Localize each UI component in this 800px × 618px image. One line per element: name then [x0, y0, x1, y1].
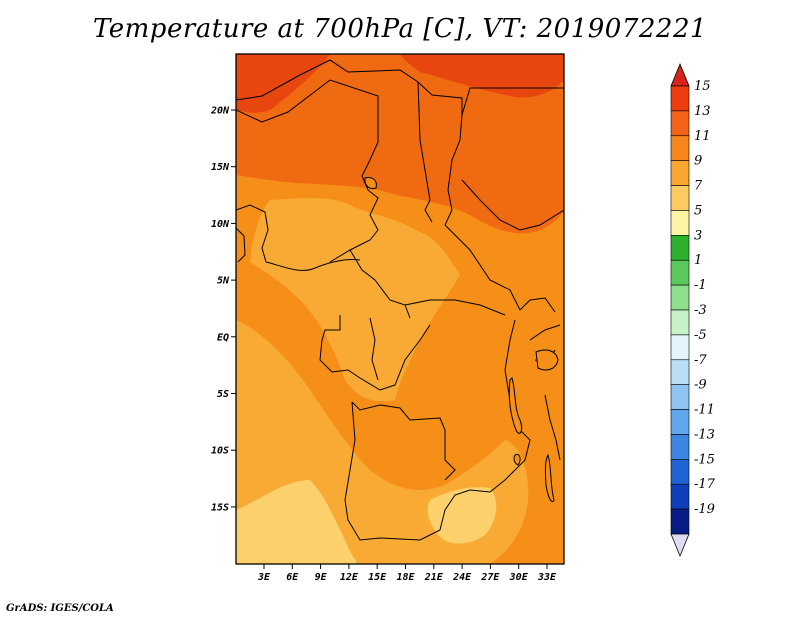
longitude-label: 12E: [340, 572, 359, 583]
colorbar-swatch: [670, 284, 690, 311]
colorbar-swatch: [670, 135, 690, 161]
lakes: [364, 177, 559, 503]
colorbar-swatch: [670, 483, 690, 510]
colorbar-swatch: [670, 160, 690, 186]
temperature-band-13-15: [400, 54, 564, 98]
latitude-label: 15S: [211, 502, 229, 513]
temperature-band-13-15: [236, 54, 330, 113]
longitude-label: 15E: [368, 572, 387, 583]
colorbar-swatch: [670, 334, 690, 361]
longitude-label: 27E: [480, 572, 500, 583]
latitude-label: 5S: [217, 389, 229, 400]
colorbar-label: -9: [694, 378, 707, 393]
colorbar-labels: 15 13 11 9 7 5 3 1 -1 -3 -5 -7 -9 -11 -13 -15 -17 -19: [694, 79, 716, 517]
latitude-label: EQ: [217, 332, 229, 343]
colorbar-swatch: [670, 384, 690, 410]
temperature-band-11-13: [236, 54, 564, 234]
longitude-label: 24E: [452, 572, 472, 583]
colorbar-label: 1: [694, 253, 702, 268]
longitude-label: 30E: [509, 572, 529, 583]
colorbar-swatch: [670, 235, 690, 261]
longitude-label: 3E: [257, 572, 271, 583]
temperature-field: [236, 54, 564, 564]
latitude-label: 5N: [217, 276, 230, 287]
colorbar-label: -17: [694, 477, 716, 492]
colorbar-label: -5: [694, 328, 707, 343]
latitude-label: 20N: [210, 106, 230, 117]
longitude-label: 33E: [537, 572, 557, 583]
longitude-label: 9E: [315, 572, 328, 583]
longitude-label: 21E: [424, 572, 444, 583]
colorbar-label: -19: [694, 502, 715, 517]
colorbar-swatch: [670, 309, 690, 336]
colorbar-label: 3: [694, 228, 702, 243]
lake-mweru: [513, 453, 521, 466]
lake-chad: [364, 177, 377, 189]
colorbar-label: 5: [694, 203, 702, 218]
colorbar-swatch: [670, 359, 690, 385]
map-frame: [235, 53, 565, 565]
colorbar-label: -3: [694, 303, 707, 318]
longitude-label: 18E: [396, 572, 415, 583]
colorbar-swatch: [670, 110, 690, 137]
colorbar-boxes: [670, 85, 690, 535]
colorbar-swatch: [670, 259, 690, 286]
grads-credit: GrADS: IGES/COLA: [6, 603, 114, 614]
latitude-label: 15N: [211, 162, 230, 173]
longitude-labels: 3E 6E 9E 12E 15E 18E 21E 24E 27E 30E 33E: [257, 572, 557, 583]
colorbar: 15 13 11 9 7 5 3 1 -1 -3 -5 -7 -9 -11 -13 -15 -17 -19: [670, 62, 716, 558]
country-borders: [236, 59, 564, 541]
colorbar-label: 9: [694, 154, 702, 169]
colorbar-bottom-arrow: [670, 533, 690, 558]
colorbar-label: 13: [694, 104, 711, 119]
colorbar-label: -7: [694, 353, 707, 368]
colorbar-swatch: [670, 409, 690, 435]
lake-victoria: [535, 349, 559, 371]
map-title: Temperature at 700hPa [C], VT: 201907222…: [92, 14, 708, 44]
colorbar-label: -13: [694, 427, 715, 442]
colorbar-swatch: [670, 85, 690, 112]
colorbar-swatch: [670, 508, 690, 535]
colorbar-label: -15: [694, 452, 715, 467]
axis-ticks: [231, 109, 548, 569]
colorbar-label: -1: [694, 278, 707, 293]
colorbar-top-arrow: [670, 62, 690, 87]
colorbar-swatch: [670, 434, 690, 460]
colorbar-label: 7: [694, 179, 703, 194]
temperature-band-5-7: [427, 487, 497, 544]
colorbar-label: 15: [694, 79, 711, 94]
temperature-band-5-7: [236, 480, 358, 564]
colorbar-swatch: [670, 210, 690, 236]
latitude-label: 10N: [211, 219, 230, 230]
colorbar-label: -11: [694, 403, 715, 418]
temperature-band-7-9: [250, 197, 460, 402]
colorbar-label: 11: [694, 129, 711, 144]
colorbar-swatch: [670, 459, 690, 485]
longitude-label: 6E: [286, 572, 299, 583]
latitude-label: 10S: [211, 446, 229, 457]
latitude-labels: 20N 15N 10N 5N EQ 5S 10S 15S: [210, 106, 230, 514]
lake-tanganyika: [508, 377, 523, 434]
colorbar-swatch: [670, 185, 690, 211]
lake-malawi: [544, 453, 555, 503]
